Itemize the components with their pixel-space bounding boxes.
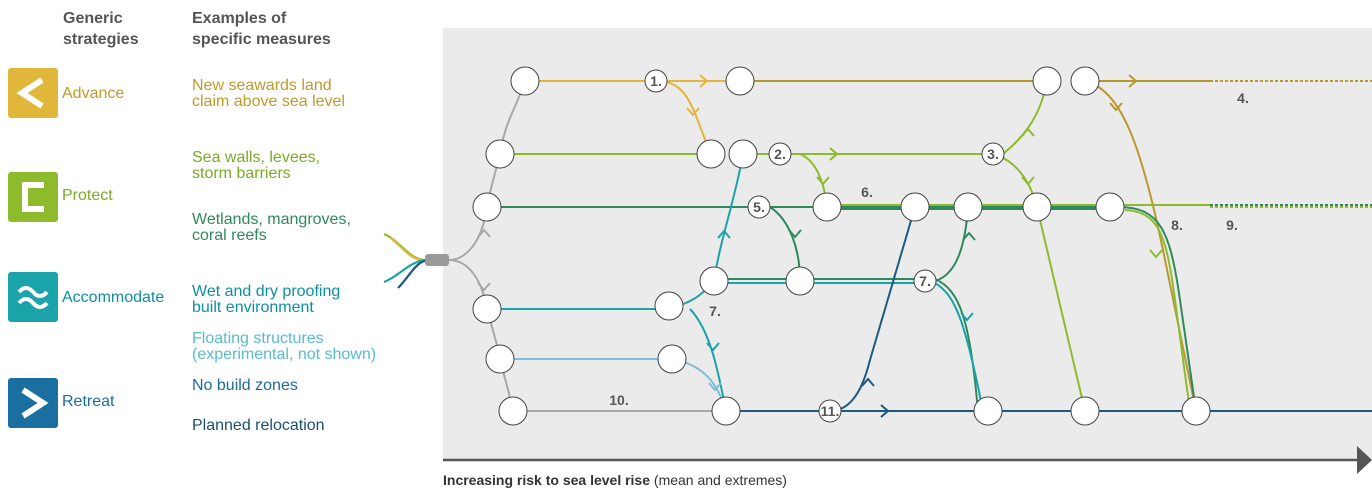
marker-7b: 7. — [919, 273, 931, 289]
marker-2: 2. — [774, 146, 786, 162]
risk-axis-arrow — [443, 446, 1372, 474]
node — [711, 396, 741, 426]
node — [472, 192, 502, 222]
wetland-pathways — [487, 204, 1372, 412]
measure-land-claim: New seawards land claim above sea level — [192, 77, 345, 110]
marker-4: 4. — [1237, 90, 1249, 106]
node — [812, 192, 842, 222]
marker-9: 9. — [1226, 217, 1238, 233]
marker-1: 1. — [650, 73, 662, 89]
node — [953, 192, 983, 222]
marker-3: 3. — [987, 146, 999, 162]
marker-5-circle — [747, 195, 771, 219]
strategy-label-accommodate: Accommodate — [62, 289, 165, 306]
node — [510, 66, 540, 96]
marker-7b-circle — [913, 269, 937, 293]
node — [725, 66, 755, 96]
marker-11-circle — [818, 399, 842, 423]
marker-1-circle — [644, 69, 668, 93]
measure-floating: Floating structures (experimental, not s… — [192, 330, 377, 363]
node — [1070, 66, 1100, 96]
node — [485, 344, 515, 374]
node — [696, 139, 726, 169]
node — [785, 266, 815, 296]
advance-icon — [8, 68, 58, 118]
node — [1022, 192, 1052, 222]
measure-sea-walls: Sea walls, levees, storm barriers — [192, 149, 321, 182]
number-markers: 1. 2. 3. 4. 5. 6. 7. 7. 8. 9. 10. 11. — [609, 69, 1249, 423]
node — [1032, 66, 1062, 96]
marker-3-circle — [981, 142, 1005, 166]
marker-5: 5. — [753, 199, 765, 215]
marker-6: 6. — [861, 184, 873, 200]
node — [728, 139, 758, 169]
marker-11: 11. — [821, 403, 840, 419]
accommodate-icon — [8, 272, 58, 322]
measure-relocation: Planned relocation — [192, 417, 325, 434]
node — [485, 139, 515, 169]
node — [1181, 396, 1211, 426]
marker-8: 8. — [1171, 217, 1183, 233]
entry-bundle — [383, 232, 429, 289]
node — [973, 396, 1003, 426]
node — [900, 192, 930, 222]
risk-axis-label: Increasing risk to sea level rise (mean … — [443, 472, 787, 488]
retreat-icon — [8, 378, 58, 428]
marker-7a: 7. — [709, 303, 721, 319]
node — [472, 294, 502, 324]
measure-wetlands: Wetlands, mangroves, coral reefs — [192, 211, 351, 244]
node — [654, 291, 684, 321]
measure-proofing: Wet and dry proofing built environment — [192, 283, 341, 316]
node — [699, 266, 729, 296]
measure-no-build: No build zones — [192, 377, 298, 394]
transfer-nodes — [472, 66, 1211, 426]
measures-header: Examples of specific measures — [192, 10, 331, 48]
strategy-label-advance: Advance — [62, 85, 125, 102]
entry-node — [425, 254, 449, 266]
marker-2-circle — [768, 142, 792, 166]
strategy-label-retreat: Retreat — [62, 393, 115, 410]
strategies-header: Generic strategies — [63, 10, 139, 48]
node — [1095, 192, 1125, 222]
node — [498, 396, 528, 426]
node — [657, 344, 687, 374]
node — [1070, 396, 1100, 426]
diagram-panel — [443, 28, 1372, 460]
strategy-label-protect: Protect — [62, 187, 113, 204]
protect-icon — [8, 172, 58, 222]
marker-10: 10. — [609, 392, 628, 408]
flow-arrows — [477, 74, 1163, 418]
